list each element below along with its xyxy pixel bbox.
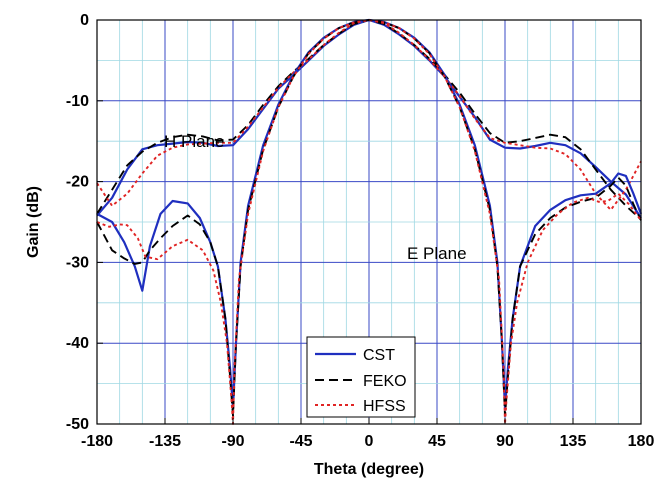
x-tick-label: -180 — [81, 433, 113, 450]
h-plane-annotation: H Plane — [164, 132, 224, 151]
x-tick-label: 90 — [496, 433, 514, 450]
series-cst-e-plane — [96, 18, 643, 409]
x-tick-label: 135 — [560, 433, 587, 450]
x-tick-label: 180 — [628, 433, 655, 450]
x-tick-label: 45 — [428, 433, 446, 450]
tick-labels: -180 -135 -90 -45 0 45 90 135 180 0 -10 -20 -30 -40 -5… — [66, 12, 655, 450]
legend-box — [306, 336, 416, 418]
x-tick-label: -45 — [289, 433, 312, 450]
y-tick-label: 0 — [80, 12, 89, 29]
legend-label-feko: FEKO — [363, 373, 407, 390]
y-axis-title: Gain (dB) — [25, 186, 42, 258]
legend-label-hfss: HFSS — [363, 398, 406, 415]
y-tick-label: -20 — [66, 174, 89, 191]
legend: CST FEKO HFSS — [306, 336, 416, 418]
series-hfss-h-plane — [96, 19, 642, 211]
x-axis-title: Theta (degree) — [314, 461, 424, 478]
y-tick-label: -50 — [66, 416, 89, 433]
e-plane-annotation: E Plane — [407, 244, 467, 263]
x-tick-label: 0 — [365, 433, 374, 450]
x-tick-label: -135 — [149, 433, 181, 450]
x-tick-label: -90 — [221, 433, 244, 450]
tick-marks — [96, 19, 642, 425]
y-tick-label: -30 — [66, 254, 89, 271]
series-feko-e-plane — [96, 19, 642, 417]
y-tick-label: -40 — [66, 335, 89, 352]
legend-label-cst: CST — [363, 347, 395, 364]
y-tick-label: -10 — [66, 93, 89, 110]
